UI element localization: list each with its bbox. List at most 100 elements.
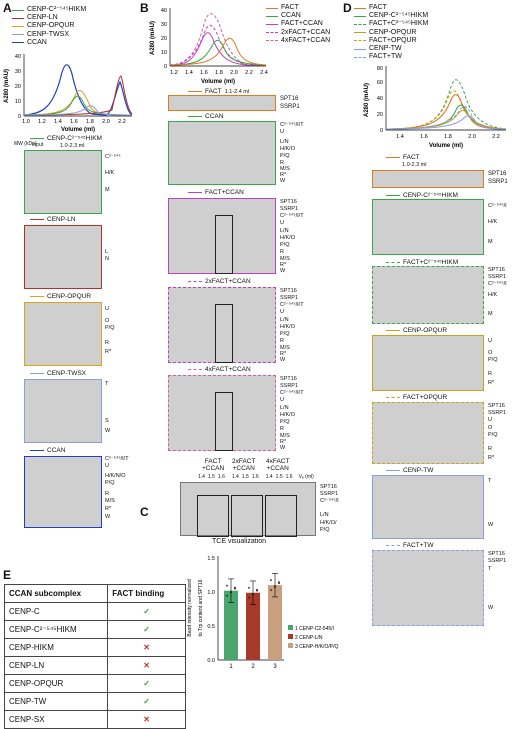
x-tick-label: 2: [251, 664, 255, 670]
band-label: U: [105, 306, 109, 312]
band-label: R: [280, 160, 284, 166]
panel-e-letter: E: [3, 568, 12, 582]
gel-a5: [24, 456, 102, 528]
band-label: R*: [488, 455, 495, 461]
legend-swatch: [288, 625, 293, 630]
band-label: C²⁻⁵⁴⁵/I: [488, 281, 507, 287]
band-label: H/K: [488, 219, 498, 225]
x-axis-label: Volume (ml): [61, 127, 95, 133]
band-label: SPT16: [488, 267, 505, 273]
data-point: [256, 588, 258, 591]
bar: [224, 590, 238, 660]
check-icon: ✓: [107, 620, 186, 639]
ytick: 30: [15, 69, 21, 75]
band-label: U: [105, 463, 109, 469]
y-axis-label: A280 (mAU): [364, 83, 370, 117]
band-label: W: [105, 514, 111, 520]
band-label: O: [105, 318, 110, 324]
panel-b-letter: B: [140, 1, 149, 15]
fraction-range: 1.0-2.3 ml: [60, 143, 85, 149]
bar: [268, 585, 282, 660]
band-label: M: [488, 311, 493, 317]
gel-b1: [168, 95, 276, 111]
band-label: C²⁻⁵⁴⁵/I: [320, 498, 339, 504]
band-label: L/N: [280, 405, 289, 411]
bar: [246, 592, 260, 660]
gel-b3: [168, 198, 276, 274]
gel-a4-title: CENP-TWSX: [30, 370, 86, 377]
data-point: [248, 596, 250, 599]
y-axis-label: A280 (mAU): [150, 21, 156, 55]
gel-a3-title: CENP-OPQUR: [30, 293, 91, 300]
legend-item: 2xFACT+CCAN: [266, 29, 330, 37]
band-label: SSRP1: [488, 558, 507, 564]
band-label: R*: [105, 349, 112, 355]
ytick: 10: [161, 50, 167, 56]
table-row: CENP-LN ✕: [3, 656, 186, 675]
xtick: 1.4: [54, 119, 62, 125]
cross-icon: ✕: [107, 710, 186, 729]
band-label: H/K/O: [280, 324, 295, 330]
gel-a5-title: CCAN: [30, 447, 65, 454]
band-label: L: [105, 249, 109, 255]
legend-item: FACT+OPQUR: [354, 37, 428, 45]
band-label: T: [105, 381, 109, 387]
gel-b5-title: 4xFACT+CCAN: [188, 366, 251, 373]
highlight-box: [197, 495, 229, 537]
panel-b-chromatogram: 0 10 20 30 40 1.2 1.4 1.6 1.8 2.0 2.2 2.…: [150, 8, 268, 85]
ytick: 60: [377, 80, 383, 86]
ytick: 0: [380, 128, 383, 134]
band-label: SPT16: [488, 403, 505, 409]
band-label: SSRP1: [280, 295, 299, 301]
xtick: 1.0: [22, 119, 30, 125]
gel-d7-title: FACT+TW: [386, 542, 434, 549]
panel-d-legend: FACT CENP-C²⁻⁵⁴⁵HIKM FACT+C²⁻⁵⁴⁵HIKM CEN…: [354, 4, 428, 61]
gel-b2-title: CCAN: [188, 113, 223, 120]
data-point: [252, 592, 254, 595]
table-row: CENP-TW ✓: [3, 692, 186, 711]
table-row: CENP-C ✓: [3, 602, 186, 621]
gel-d4: [372, 335, 484, 391]
band-label: S: [105, 418, 109, 424]
ytick: 30: [161, 22, 167, 28]
band-label: M: [488, 239, 493, 245]
legend-item: CENP-C²⁻⁵⁴⁵HIKM: [12, 6, 86, 14]
xtick: 2.2: [492, 134, 500, 140]
panel-a-chromatogram: 0 10 20 30 40 1.0 1.2 1.4 1.6 1.8 2.0 2.…: [4, 54, 133, 133]
legend-swatch: [288, 643, 293, 648]
band-label: M/S: [280, 256, 290, 262]
band-label: R*: [280, 439, 287, 445]
legend-item: FACT: [354, 4, 428, 12]
x-axis-label: Volume (ml): [429, 143, 463, 149]
gel-b3-title: FACT+CCAN: [188, 189, 244, 196]
data-point: [226, 584, 228, 587]
legend-label: 2 CENP-L/N: [295, 635, 323, 641]
data-point: [270, 579, 272, 582]
data-point: [274, 585, 276, 588]
data-point: [278, 581, 280, 584]
band-label: SPT16: [280, 376, 297, 382]
table-header: FACT binding: [107, 584, 186, 603]
gel-b4-title: 2xFACT+CCAN: [188, 278, 251, 285]
band-label: SPT16: [280, 288, 297, 294]
gel-caption: TCE visualization: [212, 538, 267, 545]
band-label: U: [280, 397, 284, 403]
band-label: R: [488, 446, 492, 452]
band-label: R: [105, 340, 109, 346]
band-label: O: [488, 350, 493, 356]
band-label: L/N: [320, 512, 329, 518]
xtick: 1.2: [170, 70, 178, 76]
panel-a-letter: A: [3, 1, 12, 15]
highlight-box: [215, 392, 233, 451]
check-icon: ✓: [107, 602, 186, 621]
data-point: [234, 586, 236, 589]
ytick: 80: [377, 66, 383, 72]
legend-item: 4xFACT+CCAN: [266, 37, 330, 45]
x-tick-label: 1: [229, 664, 233, 670]
band-label: H/K: [105, 170, 115, 176]
ytick: 0.0: [207, 658, 215, 664]
highlight-box: [215, 304, 233, 363]
ytick: 40: [15, 54, 21, 60]
cross-icon: ✕: [107, 638, 186, 657]
x-axis-label: Volume (ml): [201, 79, 235, 85]
